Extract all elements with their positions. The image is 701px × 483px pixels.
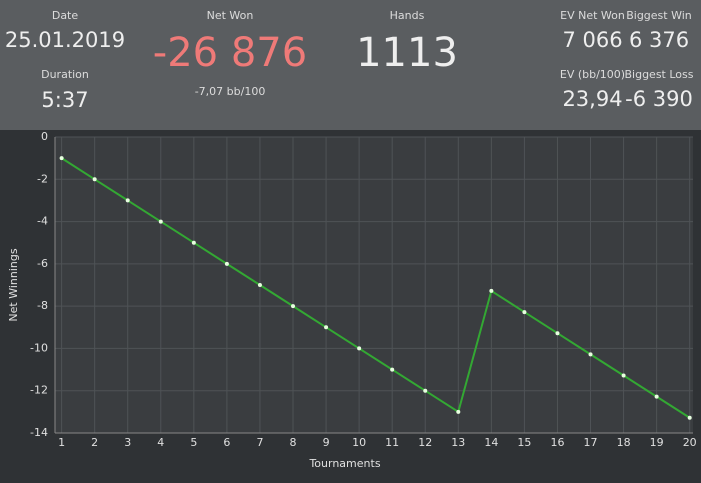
stats-header: Date 25.01.2019 Duration 5:37 Net Won -2… (0, 0, 701, 130)
data-point (191, 240, 196, 245)
y-tick-label: -14 (30, 426, 48, 439)
x-tick-label: 15 (517, 436, 531, 449)
value: -6 390 (625, 87, 693, 111)
value: 23,94 (562, 87, 623, 111)
data-point (555, 331, 560, 336)
data-point (257, 283, 262, 287)
y-tick-label: -10 (30, 341, 48, 354)
x-tick-label: 20 (683, 436, 697, 449)
data-point (224, 261, 229, 266)
label: Net Won (206, 9, 254, 22)
data-point (324, 325, 329, 330)
x-tick-label: 6 (223, 436, 230, 449)
data-point (588, 352, 593, 357)
x-tick-label: 19 (650, 436, 664, 449)
y-tick-label: -2 (37, 172, 48, 185)
value: 1113 (356, 30, 458, 76)
label: Biggest Win (626, 9, 692, 22)
x-tick-label: 7 (256, 436, 263, 449)
x-tick-label: 13 (451, 436, 465, 449)
x-tick-label: 11 (385, 436, 399, 449)
label: Duration (41, 68, 89, 81)
x-tick-label: 1 (58, 436, 65, 449)
x-tick-label: 3 (124, 436, 131, 449)
data-point (92, 177, 97, 182)
y-tick-label: 0 (41, 130, 48, 143)
x-tick-label: 12 (418, 436, 432, 449)
x-tick-label: 2 (91, 436, 98, 449)
data-point (357, 346, 362, 351)
plot-area (55, 137, 693, 433)
data-point (390, 367, 395, 372)
data-point (654, 394, 659, 399)
x-axis-title: Tournaments (308, 457, 380, 470)
x-tick-label: 4 (157, 436, 164, 449)
x-tick-label: 10 (352, 436, 366, 449)
data-point (423, 388, 428, 393)
x-tick-label: 14 (484, 436, 498, 449)
x-tick-label: 16 (550, 436, 564, 449)
label: EV (bb/100) (559, 68, 626, 81)
label: Biggest Loss (624, 68, 694, 81)
y-tick-label: -8 (37, 299, 48, 312)
data-point (489, 288, 494, 293)
label: EV Net Won (560, 9, 625, 22)
y-axis-title: Net Winnings (7, 248, 20, 321)
chart: Tournaments Net Winnings 0 -2 -4 -6 -8 -10 -12… (7, 130, 697, 470)
value: 25.01.2019 (4, 28, 126, 52)
x-tick-label: 9 (323, 436, 330, 449)
y-tick-label: -6 (37, 257, 48, 270)
label: Hands (389, 9, 425, 22)
x-tick-label: 17 (584, 436, 598, 449)
value: -7,07 bb/100 (194, 85, 266, 98)
data-point (291, 304, 296, 309)
data-point (59, 156, 64, 161)
x-tick-label: 5 (190, 436, 197, 449)
data-point (522, 310, 527, 315)
data-point (621, 373, 626, 378)
series-line (61, 157, 691, 419)
x-tick-label: 8 (290, 436, 297, 449)
y-tick-label: -4 (37, 215, 48, 228)
data-point (687, 415, 692, 420)
data-point (158, 219, 163, 224)
value: 5:37 (41, 88, 89, 112)
value: 6 376 (628, 28, 690, 52)
x-tick-label: 18 (617, 436, 631, 449)
value: -26 876 (152, 30, 308, 76)
data-point (125, 198, 130, 203)
label: Date (51, 9, 79, 22)
data-point (456, 409, 461, 414)
y-tick-label: -12 (30, 384, 48, 397)
value: 7 066 (562, 28, 623, 52)
